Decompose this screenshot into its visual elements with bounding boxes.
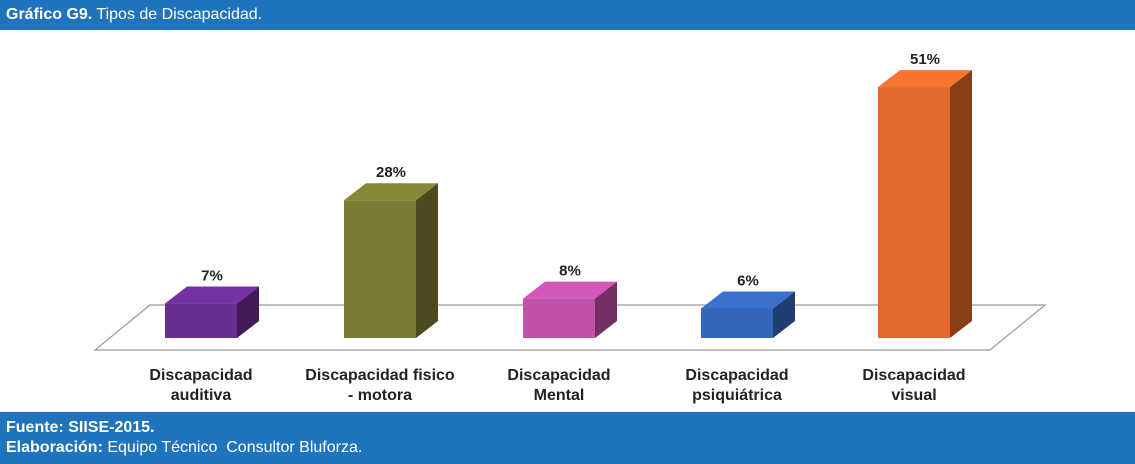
- bar-top: [701, 291, 795, 309]
- x-tick-label: Discapacidad psiquiátrica: [685, 367, 789, 404]
- header-label: Gráfico G9.: [6, 6, 93, 23]
- bar-top: [165, 286, 259, 304]
- footer-source: Fuente: SIISE-2015.: [6, 419, 155, 436]
- header: Gráfico G9. Tipos de Discapacidad.: [0, 0, 1135, 30]
- value-label: 28%: [376, 164, 406, 181]
- value-label: 8%: [559, 263, 581, 280]
- bar-top: [344, 183, 438, 201]
- bar: [344, 200, 416, 338]
- bar-top: [878, 70, 972, 88]
- bar-side: [950, 70, 972, 338]
- header-title: Tipos de Discapacidad.: [96, 6, 263, 23]
- footer: Fuente: SIISE-2015. Elaboración: Equipo T…: [0, 412, 1135, 464]
- bar-side: [416, 183, 438, 338]
- bar: [165, 303, 237, 338]
- footer-credit-label: Elaboración:: [6, 439, 103, 456]
- value-label: 7%: [201, 268, 223, 285]
- bar: [701, 308, 773, 338]
- x-tick-label: Discapacidad visual: [862, 367, 966, 404]
- footer-credit: Equipo Técnico Consultor Bluforza.: [107, 439, 363, 456]
- x-tick-label: Discapacidad auditiva: [149, 367, 253, 404]
- bar: [878, 87, 950, 338]
- bar: [523, 298, 595, 338]
- x-tick-label: Discapacidad fisico - motora: [305, 367, 455, 404]
- value-label: 6%: [737, 272, 759, 289]
- chart: 7% 28% 8% 6% 51%: [93, 51, 1047, 351]
- bar-side: [237, 286, 259, 338]
- bar-side: [773, 291, 795, 338]
- bar-top: [523, 281, 617, 299]
- x-tick-label: Discapacidad Mental: [507, 367, 611, 404]
- bar-side: [595, 281, 617, 338]
- value-label: 51%: [910, 51, 940, 68]
